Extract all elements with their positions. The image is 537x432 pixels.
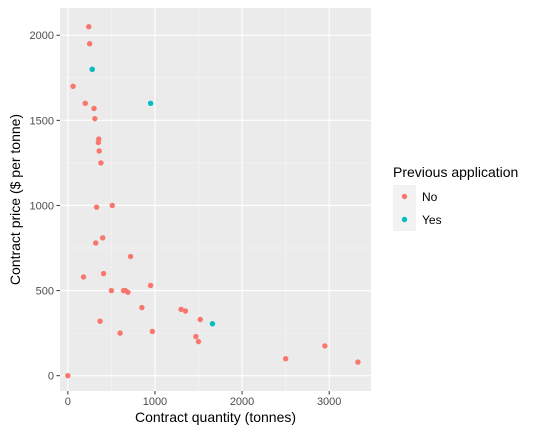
y-tick-label: 500 bbox=[36, 286, 54, 298]
data-points bbox=[65, 24, 361, 379]
data-point-no bbox=[86, 41, 93, 47]
y-axis-title: Contract price ($ per tonne) bbox=[7, 114, 23, 285]
data-point-no bbox=[96, 148, 102, 154]
y-tick-label: 2000 bbox=[30, 30, 54, 42]
data-point-no bbox=[117, 330, 123, 336]
data-point-no bbox=[86, 24, 92, 30]
data-point-no bbox=[99, 235, 106, 241]
data-point-no bbox=[65, 372, 71, 379]
data-point-no bbox=[125, 289, 131, 295]
x-tick-label: 2000 bbox=[230, 396, 254, 408]
data-point-no bbox=[93, 204, 100, 210]
data-point-no bbox=[80, 274, 87, 280]
data-point-no bbox=[70, 83, 76, 90]
data-point-no bbox=[193, 333, 199, 340]
legend-key-point bbox=[401, 216, 408, 223]
data-point-no bbox=[97, 318, 103, 324]
data-point-no bbox=[178, 306, 184, 312]
data-point-no bbox=[182, 308, 189, 314]
y-tick-label: 1500 bbox=[30, 115, 54, 127]
y-tick-label: 0 bbox=[48, 371, 54, 383]
data-point-no bbox=[109, 202, 115, 209]
y-axis: 0 500 1000 1500 2000 bbox=[30, 30, 60, 383]
data-point-no bbox=[195, 338, 202, 345]
data-point-no bbox=[355, 359, 361, 365]
data-point-no bbox=[147, 282, 154, 289]
data-point-no bbox=[82, 100, 88, 107]
data-point-no bbox=[91, 105, 97, 112]
data-point-yes bbox=[147, 100, 154, 107]
data-point-no bbox=[149, 328, 156, 335]
data-point-yes bbox=[89, 66, 95, 72]
data-point-no bbox=[100, 270, 107, 277]
legend-label: Yes bbox=[422, 213, 442, 227]
data-point-no bbox=[98, 160, 104, 166]
legend: Previous application No Yes bbox=[393, 164, 518, 231]
x-tick-label: 1000 bbox=[143, 396, 167, 408]
legend-label: No bbox=[422, 190, 438, 204]
data-point-no bbox=[127, 253, 134, 260]
legend-title: Previous application bbox=[393, 164, 518, 180]
data-point-no bbox=[96, 136, 102, 142]
x-axis-title: Contract quantity (tonnes) bbox=[135, 409, 296, 425]
data-point-no bbox=[282, 355, 289, 362]
data-point-no bbox=[108, 287, 115, 294]
x-tick-label: 0 bbox=[65, 396, 71, 408]
data-point-yes bbox=[209, 321, 216, 327]
minor-gridlines bbox=[60, 8, 371, 391]
y-tick-label: 1000 bbox=[30, 200, 54, 212]
data-point-no bbox=[139, 304, 145, 311]
data-point-no bbox=[93, 240, 99, 246]
data-point-no bbox=[197, 316, 203, 323]
x-tick-label: 3000 bbox=[317, 396, 341, 408]
data-point-no bbox=[322, 343, 328, 349]
x-axis: 0 1000 2000 3000 bbox=[65, 391, 341, 408]
legend-key-point bbox=[401, 193, 408, 200]
plot-panel bbox=[60, 8, 371, 391]
data-point-no bbox=[92, 115, 98, 122]
